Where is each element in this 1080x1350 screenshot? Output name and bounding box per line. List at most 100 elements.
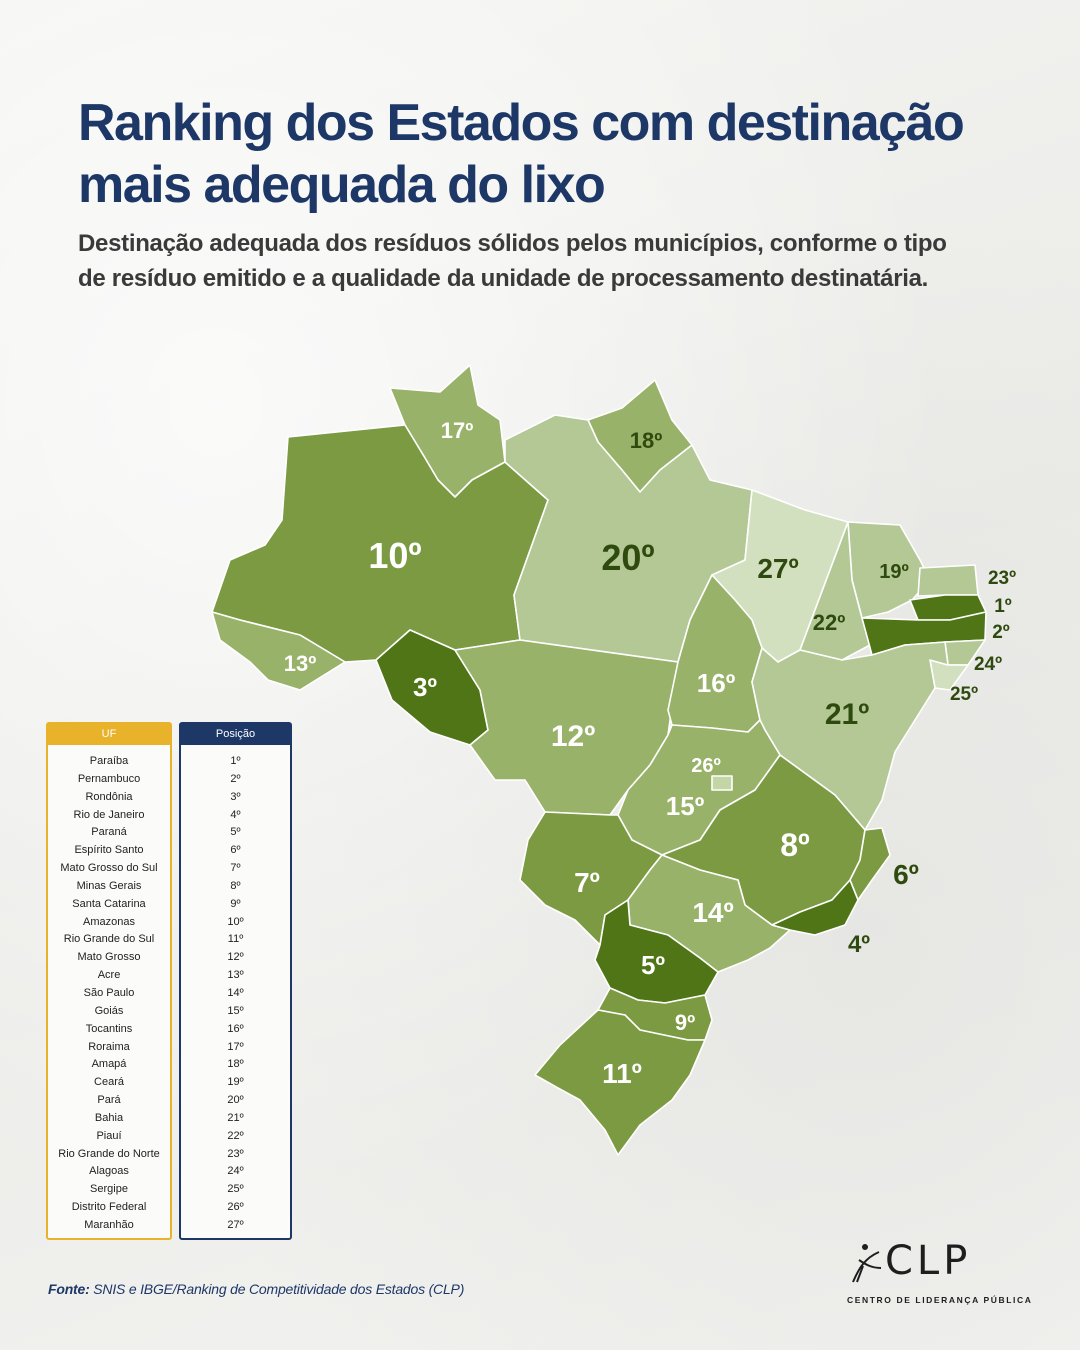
logo-subtitle: CENTRO DE LIDERANÇA PÚBLICA — [847, 1295, 1033, 1305]
position-row: 12º — [227, 951, 244, 964]
label-rn: 23º — [988, 568, 1016, 589]
label-ma: 27º — [757, 553, 798, 584]
label-to: 16º — [697, 668, 736, 698]
uf-row: Mato Grosso do Sul — [60, 862, 158, 875]
label-pr: 5º — [641, 950, 665, 980]
position-row: 3º — [230, 790, 241, 803]
uf-row: Mato Grosso — [77, 951, 141, 964]
label-ro: 3º — [413, 672, 437, 702]
uf-row: Minas Gerais — [76, 879, 142, 892]
label-rs: 11º — [602, 1058, 642, 1089]
uf-row: Amazonas — [83, 915, 135, 928]
clp-figure-icon — [852, 1244, 882, 1283]
state-df — [711, 775, 733, 791]
position-row: 16º — [227, 1022, 244, 1035]
uf-row: Ceará — [94, 1076, 124, 1089]
uf-row: Amapá — [91, 1058, 127, 1071]
label-df: 26º — [691, 755, 721, 777]
position-column: Posição 1º 2º 3º 4º 5º 6º 7º 8º 9º 10º 11º 12º 13º 14… — [179, 722, 292, 1240]
position-row: 19º — [227, 1076, 244, 1089]
uf-row: Alagoas — [89, 1165, 129, 1178]
uf-row: Rio Grande do Norte — [58, 1147, 160, 1160]
uf-row: Piauí — [96, 1129, 122, 1142]
uf-row: São Paulo — [83, 986, 135, 999]
uf-row: Pernambuco — [77, 772, 141, 785]
clp-logo: CLP CENTRO DE LIDERANÇA PÚBLICA — [845, 1238, 1033, 1308]
position-rows: 1º 2º 3º 4º 5º 6º 7º 8º 9º 10º 11º 12º 13º 14º 15º 16º 1… — [181, 745, 290, 1235]
label-rj: 4º — [848, 931, 870, 958]
label-sc: 9º — [675, 1010, 695, 1035]
position-row: 10º — [227, 915, 244, 928]
position-row: 21º — [227, 1111, 244, 1124]
uf-row: Bahia — [94, 1111, 124, 1124]
label-pi: 22º — [813, 610, 846, 635]
position-header: Posição — [181, 724, 290, 745]
source-text: SNIS e IBGE/Ranking de Competitividade d… — [93, 1281, 465, 1297]
label-go: 15º — [666, 791, 705, 821]
position-row: 4º — [230, 808, 241, 821]
position-row: 15º — [227, 1004, 244, 1017]
uf-row: Acre — [97, 969, 121, 982]
uf-row: Distrito Federal — [71, 1201, 147, 1214]
label-mt: 12º — [551, 720, 595, 753]
uf-row: Santa Catarina — [72, 897, 146, 910]
uf-row: Goiás — [94, 1004, 124, 1017]
position-row: 9º — [230, 897, 241, 910]
position-row: 2º — [230, 772, 241, 785]
position-row: 8º — [230, 879, 241, 892]
uf-row: Sergipe — [90, 1183, 128, 1196]
state-es — [849, 827, 891, 901]
position-row: 25º — [227, 1183, 244, 1196]
position-row: 22º — [227, 1129, 244, 1142]
uf-row: Roraima — [88, 1040, 130, 1053]
label-sp: 14º — [692, 897, 733, 928]
label-pb: 1º — [994, 596, 1012, 617]
uf-row: Paraíba — [89, 755, 129, 767]
position-row: 18º — [227, 1058, 244, 1071]
position-row: 13º — [227, 969, 244, 982]
position-row: 5º — [230, 826, 241, 839]
uf-row: Rio Grande do Sul — [63, 933, 155, 946]
uf-row: Espírito Santo — [74, 844, 144, 857]
position-row: 14º — [227, 986, 244, 999]
uf-rows: Paraíba Pernambuco Rondônia Rio de Janeiro P… — [48, 745, 170, 1235]
label-es: 6º — [893, 859, 919, 890]
label-am: 10º — [368, 535, 421, 576]
source-note: Fonte: SNIS e IBGE/Ranking de Competitiv… — [48, 1281, 464, 1297]
label-ap: 18º — [630, 428, 663, 453]
uf-column: UF Paraíba Pernambuco Rondônia Rio de Janei… — [46, 722, 172, 1240]
label-pe: 2º — [992, 622, 1010, 643]
position-row: 20º — [227, 1094, 244, 1107]
uf-header: UF — [48, 724, 170, 745]
label-ba: 21º — [825, 698, 869, 731]
uf-row: Pará — [97, 1094, 121, 1107]
position-row: 24º — [227, 1165, 244, 1178]
label-se: 25º — [950, 684, 978, 705]
page-title: Ranking dos Estados com destinação mais … — [78, 94, 965, 214]
uf-row: Rio de Janeiro — [73, 808, 145, 821]
page-subtitle: Destinação adequada dos resíduos sólidos… — [78, 230, 947, 292]
uf-row: Rondônia — [85, 790, 133, 803]
position-row: 6º — [230, 844, 241, 857]
position-row: 26º — [227, 1201, 244, 1214]
label-rr: 17º — [441, 418, 474, 443]
source-label: Fonte: — [48, 1281, 90, 1297]
position-row: 17º — [227, 1040, 244, 1053]
label-ce: 19º — [879, 561, 909, 583]
label-ms: 7º — [574, 867, 600, 898]
position-row: 27º — [227, 1218, 244, 1231]
position-row: 1º — [230, 755, 241, 767]
position-row: 7º — [230, 862, 241, 875]
position-row: 11º — [227, 933, 244, 946]
uf-row: Tocantins — [85, 1022, 133, 1035]
state-rs — [534, 1009, 706, 1156]
state-rj — [771, 879, 859, 936]
uf-row: Paraná — [91, 826, 127, 839]
label-al: 24º — [974, 654, 1002, 675]
uf-row: Maranhão — [84, 1218, 134, 1231]
label-ac: 13º — [284, 651, 317, 676]
position-row: 23º — [227, 1147, 244, 1160]
label-mg: 8º — [780, 827, 810, 863]
state-rn — [917, 564, 979, 597]
